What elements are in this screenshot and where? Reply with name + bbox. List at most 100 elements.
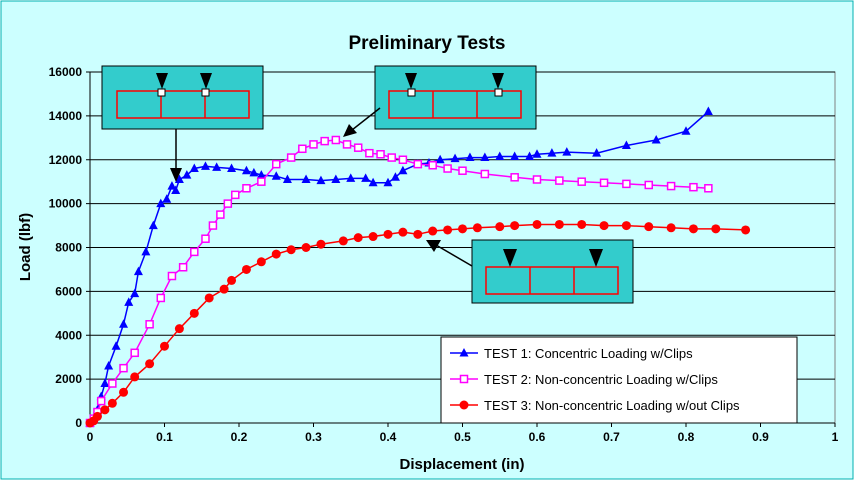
data-point [100,405,110,415]
series-layer [85,106,751,428]
data-point [443,164,452,173]
data-point [320,136,329,146]
data-point [342,140,352,149]
data-point [104,360,114,370]
callout-arrow-test3 [435,244,473,267]
legend-marker [459,400,469,410]
data-point [376,150,385,159]
data-point [681,126,691,135]
y-axis-label: Load (lbf) [17,213,34,281]
legend-label: TEST 1: Concentric Loading w/Clips [484,346,693,361]
x-tick-label: 0.2 [231,430,248,444]
data-point [383,229,393,239]
data-point [577,177,586,186]
data-point [390,172,400,181]
x-tick-label: 0.1 [156,430,173,444]
x-axis-ticks: 0 0.1 0.2 0.3 0.4 0.5 0.6 0.7 0.8 0.9 1 [87,423,839,444]
data-point [257,177,266,186]
load-arrow-icon [503,249,517,267]
y-tick-label: 16000 [49,65,83,79]
data-point [353,143,363,152]
load-arrow-icon [589,249,603,267]
legend-item: TEST 3: Non-concentric Loading w/out Cli… [450,398,740,413]
data-point [145,320,154,329]
data-point [480,169,490,179]
data-point [167,271,177,281]
data-point [555,176,564,185]
series-test2 [85,135,713,428]
data-point [119,319,129,328]
y-tick-label: 6000 [55,284,82,298]
data-point [383,177,393,187]
data-point [562,147,572,156]
series-line [89,139,709,424]
data-point [622,179,631,189]
callout-arrowhead-icon [426,240,441,252]
data-point [704,184,713,193]
data-point [141,246,151,256]
legend-item: TEST 2: Non-concentric Loading w/Clips [450,372,718,387]
data-point [190,247,199,257]
callout-arrowhead-icon [343,124,357,137]
series-test3 [85,219,751,428]
x-tick-label: 0.6 [529,430,546,444]
data-point [621,140,631,149]
data-point [249,167,259,177]
data-point [301,174,311,183]
data-point [201,234,210,243]
legend-label: TEST 3: Non-concentric Loading w/out Cli… [484,398,740,413]
data-point [178,262,188,272]
data-point [688,224,698,234]
diagram-box-test1 [101,65,264,130]
legend-box [440,336,798,424]
data-point [119,363,128,373]
x-tick-label: 0.5 [454,430,471,444]
data-point [156,293,166,303]
data-point [331,174,341,183]
data-point [130,348,139,358]
data-point [621,221,631,231]
x-tick-label: 0.8 [678,430,695,444]
clip-icon [494,88,503,97]
data-point [443,225,453,235]
data-point [532,219,542,229]
data-point [242,184,251,193]
series-test1 [85,106,713,427]
x-tick-label: 0.3 [305,430,322,444]
data-point [271,249,281,259]
data-point [428,160,437,170]
data-point [413,229,423,239]
data-point [398,165,408,175]
data-point [271,171,281,180]
data-point [256,257,266,267]
data-point [96,396,106,406]
data-point [298,144,307,154]
data-point [241,165,251,175]
data-point [644,222,654,232]
data-point [711,224,721,234]
data-point [107,398,117,408]
y-tick-label: 4000 [55,328,82,342]
data-point [365,148,374,158]
data-point [644,180,653,190]
data-point [160,341,169,351]
data-point [189,163,199,173]
data-point [182,170,192,179]
data-point [241,264,251,274]
data-point [428,226,438,236]
data-point [413,159,423,169]
data-point [108,379,117,388]
data-point [465,152,475,162]
x-tick-label: 0.9 [752,430,769,444]
data-point [577,219,587,229]
data-point [189,308,199,318]
data-point [346,173,356,182]
data-point [174,174,184,183]
data-point [338,236,348,246]
x-tick-label: 1 [832,430,839,444]
data-point [480,152,490,162]
legend: TEST 1: Concentric Loading w/Clips TEST 2… [440,336,798,424]
clip-icon [407,88,416,97]
data-point [495,151,505,160]
data-point [256,170,266,179]
